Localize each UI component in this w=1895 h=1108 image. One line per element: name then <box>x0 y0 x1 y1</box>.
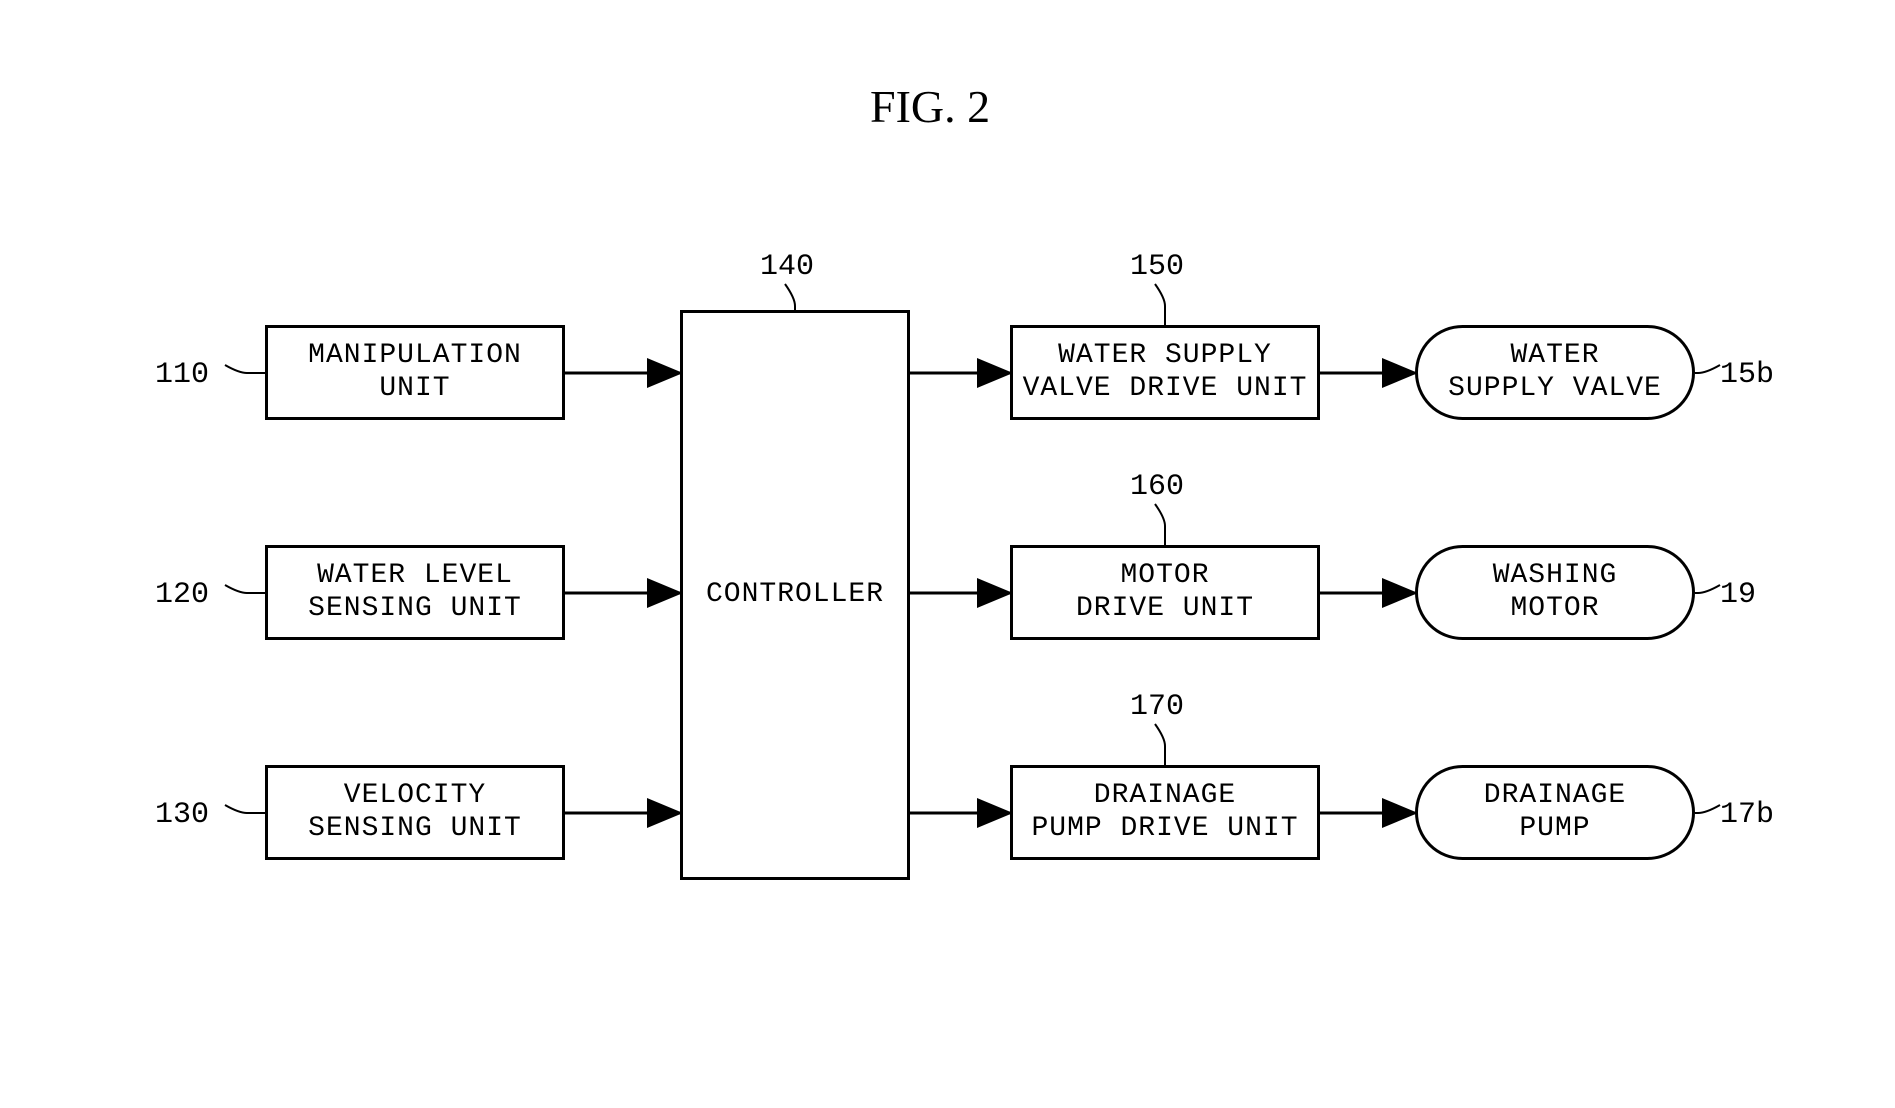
diagram-canvas: FIG. 2 MANIPULATION UNIT WATER LEVEL SEN… <box>0 0 1895 1108</box>
ref-water-supply-drive: 150 <box>1130 250 1184 284</box>
washing-motor-block: WASHING MOTOR <box>1415 545 1695 640</box>
controller-label: CONTROLLER <box>706 579 884 611</box>
drainage-drive-label: DRAINAGE PUMP DRIVE UNIT <box>1031 780 1298 844</box>
water-supply-drive-block: WATER SUPPLY VALVE DRIVE UNIT <box>1010 325 1320 420</box>
ref-water-level-sensing: 120 <box>155 578 209 612</box>
ref-controller: 140 <box>760 250 814 284</box>
washing-motor-label: WASHING MOTOR <box>1493 560 1618 624</box>
drainage-pump-block: DRAINAGE PUMP <box>1415 765 1695 860</box>
manipulation-unit-label: MANIPULATION UNIT <box>308 340 522 404</box>
water-supply-valve-label: WATER SUPPLY VALVE <box>1448 340 1662 404</box>
manipulation-unit-block: MANIPULATION UNIT <box>265 325 565 420</box>
water-supply-valve-block: WATER SUPPLY VALVE <box>1415 325 1695 420</box>
ref-water-supply-valve: 15b <box>1720 358 1774 392</box>
ref-motor-drive: 160 <box>1130 470 1184 504</box>
water-level-sensing-label: WATER LEVEL SENSING UNIT <box>308 560 522 624</box>
ref-drainage-drive: 170 <box>1130 690 1184 724</box>
velocity-sensing-block: VELOCITY SENSING UNIT <box>265 765 565 860</box>
water-supply-drive-label: WATER SUPPLY VALVE DRIVE UNIT <box>1023 340 1308 404</box>
motor-drive-label: MOTOR DRIVE UNIT <box>1076 560 1254 624</box>
drainage-pump-label: DRAINAGE PUMP <box>1484 780 1626 844</box>
motor-drive-block: MOTOR DRIVE UNIT <box>1010 545 1320 640</box>
ref-manipulation-unit: 110 <box>155 358 209 392</box>
velocity-sensing-label: VELOCITY SENSING UNIT <box>308 780 522 844</box>
water-level-sensing-block: WATER LEVEL SENSING UNIT <box>265 545 565 640</box>
controller-block: CONTROLLER <box>680 310 910 880</box>
ref-drainage-pump: 17b <box>1720 798 1774 832</box>
drainage-drive-block: DRAINAGE PUMP DRIVE UNIT <box>1010 765 1320 860</box>
ref-velocity-sensing: 130 <box>155 798 209 832</box>
figure-title: FIG. 2 <box>870 80 990 133</box>
ref-washing-motor: 19 <box>1720 578 1756 612</box>
